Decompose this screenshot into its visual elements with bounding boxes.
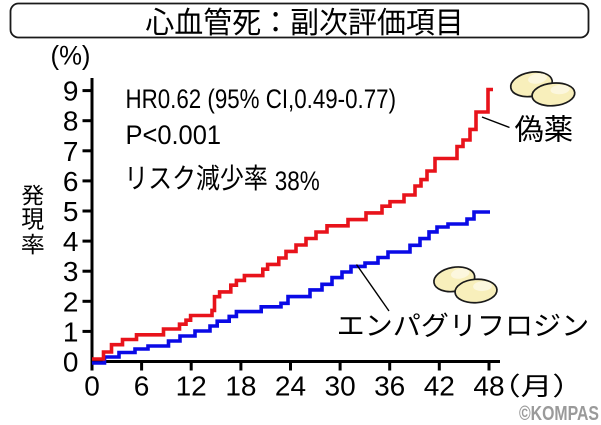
svg-text:42: 42: [424, 371, 455, 402]
svg-text:0: 0: [63, 347, 79, 378]
svg-text:7: 7: [63, 136, 79, 167]
svg-text:12: 12: [176, 371, 207, 402]
svg-text:2: 2: [63, 286, 79, 317]
svg-text:4: 4: [63, 226, 79, 257]
svg-text:18: 18: [225, 371, 256, 402]
svg-text:8: 8: [63, 106, 79, 137]
svg-text:1: 1: [63, 316, 79, 347]
svg-text:6: 6: [63, 166, 79, 197]
svg-text:5: 5: [63, 196, 79, 227]
svg-text:HR0.62 (95% CI,0.49-0.77): HR0.62 (95% CI,0.49-0.77): [126, 84, 397, 114]
svg-text:(%): (%): [51, 41, 91, 71]
svg-text:36: 36: [374, 371, 405, 402]
svg-text:24: 24: [275, 371, 306, 402]
svg-text:P<0.001: P<0.001: [126, 120, 222, 150]
svg-text:3: 3: [63, 256, 79, 287]
svg-text:9: 9: [63, 76, 79, 107]
svg-text:©KOMPAS: ©KOMPAS: [519, 403, 599, 425]
svg-text:30: 30: [325, 371, 356, 402]
svg-text:48: 48: [473, 371, 504, 402]
svg-text:6: 6: [134, 371, 150, 402]
svg-text:0: 0: [84, 371, 100, 402]
svg-text:38%: 38%: [275, 166, 320, 196]
